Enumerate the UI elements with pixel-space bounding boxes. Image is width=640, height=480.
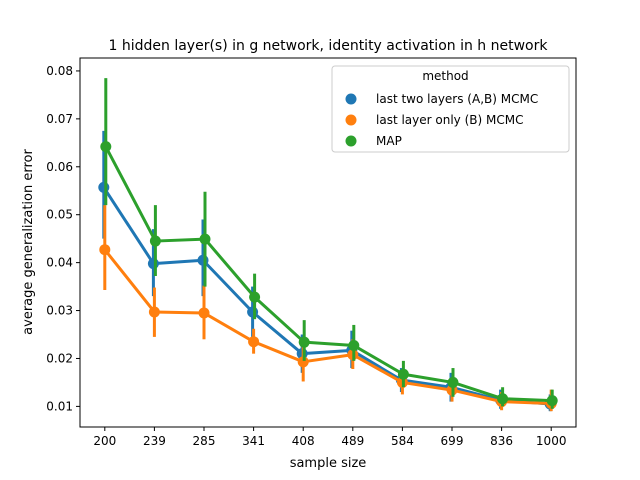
y-axis-label: average generalization error <box>21 149 36 335</box>
y-tick-label: 0.03 <box>46 304 73 318</box>
x-tick-label: 1000 <box>536 434 567 448</box>
x-axis-label: sample size <box>290 456 367 471</box>
data-point <box>198 307 210 319</box>
x-tick-label: 285 <box>193 434 216 448</box>
y-tick-label: 0.01 <box>46 399 73 413</box>
y-tick-label: 0.07 <box>46 112 73 126</box>
data-point <box>149 235 161 247</box>
series-line <box>104 145 554 403</box>
data-point <box>99 244 111 256</box>
x-tick-label: 836 <box>490 434 513 448</box>
x-tick-label: 239 <box>143 434 166 448</box>
legend-marker <box>345 114 357 126</box>
data-point <box>147 258 159 270</box>
data-point <box>247 306 259 318</box>
data-point <box>148 306 160 318</box>
y-axis: 0.01 0.02 0.03 0.04 0.05 0.06 0.07 0.08 <box>46 64 80 413</box>
x-tick-label: 489 <box>341 434 364 448</box>
x-tick-label: 699 <box>441 434 464 448</box>
series-group <box>99 205 557 412</box>
data-point <box>397 368 409 380</box>
y-tick-label: 0.04 <box>46 256 73 270</box>
data-point <box>348 340 360 352</box>
plot-frame <box>79 57 577 428</box>
legend-label: last layer only (B) MCMC <box>376 113 523 127</box>
legend-title: method <box>422 69 468 83</box>
y-tick-label: 0.05 <box>46 208 73 222</box>
plot-marks <box>98 78 558 412</box>
x-axis: 200 239 285 341 408 489 584 699 836 1000 <box>93 427 566 448</box>
data-point <box>248 336 260 348</box>
x-tick-label: 341 <box>242 434 265 448</box>
data-point <box>298 336 310 348</box>
legend: method last two layers (A,B) MCMC last lay… <box>331 65 570 153</box>
data-point <box>497 393 509 405</box>
series-line <box>102 185 552 406</box>
y-tick-label: 0.02 <box>46 351 73 365</box>
data-point <box>297 356 309 368</box>
data-point <box>199 233 211 245</box>
legend-marker <box>345 93 357 105</box>
series-group <box>100 78 558 409</box>
x-tick-label: 200 <box>93 434 116 448</box>
legend-label: MAP <box>376 134 402 148</box>
y-tick-label: 0.08 <box>46 64 73 78</box>
legend-box <box>331 65 570 153</box>
legend-marker <box>345 135 357 147</box>
data-point <box>98 181 110 193</box>
data-point <box>447 376 459 388</box>
series-line <box>103 248 553 406</box>
y-tick-label: 0.06 <box>46 160 73 174</box>
data-point <box>197 254 209 266</box>
legend-label: last two layers (A,B) MCMC <box>376 92 538 106</box>
x-tick-label: 408 <box>292 434 315 448</box>
chart-title: 1 hidden layer(s) in g network, identity… <box>109 38 549 54</box>
data-point <box>546 395 558 407</box>
data-point <box>100 141 112 153</box>
data-point <box>249 291 261 303</box>
x-tick-label: 584 <box>391 434 414 448</box>
